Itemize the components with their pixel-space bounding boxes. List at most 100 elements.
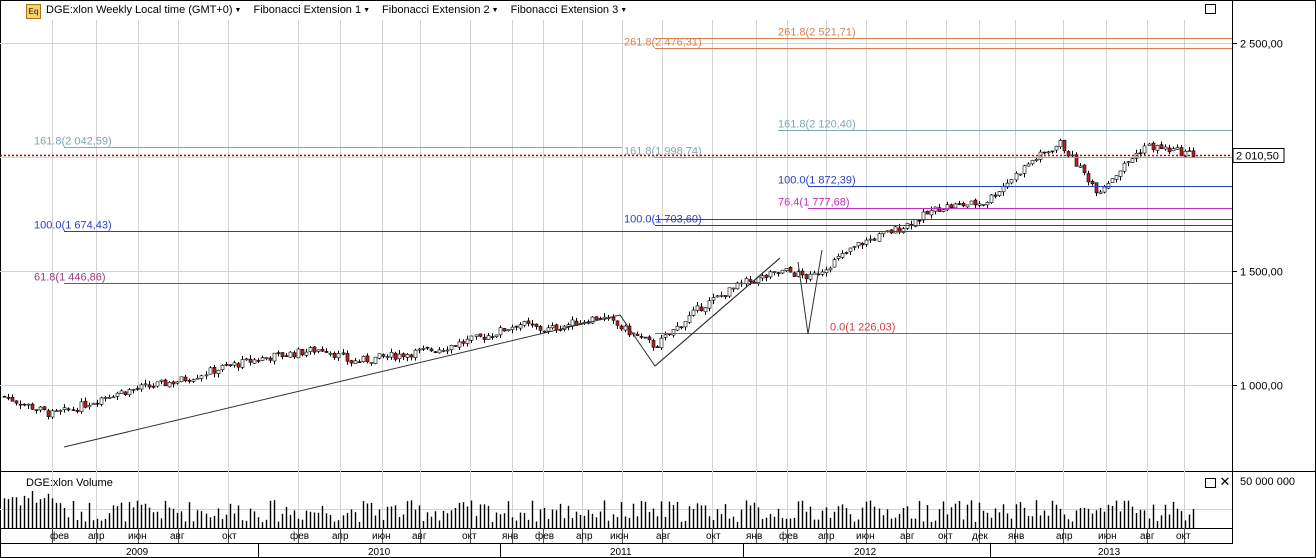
equity-icon[interactable]: Eq [26,4,41,19]
candle-body [683,321,688,328]
candle-body [526,320,531,324]
close-icon[interactable]: ✕ [1219,474,1231,489]
candle-body [768,271,773,278]
month-label: окт [462,531,477,542]
candle-body [635,333,640,336]
candle-body [945,204,950,211]
candle-body [276,352,281,354]
candle-body [917,219,922,222]
candle-body [240,359,245,368]
candle-body [369,362,374,364]
candle-body [611,317,616,321]
candle-body [228,364,233,367]
chevron-down-icon[interactable]: ▼ [491,6,499,14]
candle-body [1142,145,1147,154]
candle-body [752,281,757,284]
candle-body [405,354,410,358]
candle-body [522,321,527,326]
candle-body [260,357,265,361]
candle-body [320,348,325,352]
fib-swing-line-3 [797,249,823,335]
candle-body [1179,147,1184,157]
candle-body [433,351,438,353]
fib-level-label: 61.8(1 446,86) [34,272,106,284]
candle-body [38,406,43,411]
chevron-down-icon[interactable]: ▼ [363,6,371,14]
month-label: июн [1098,531,1117,542]
study-fib-3[interactable]: Fibonacci Extension 3 [510,4,619,16]
candle-body [1058,140,1063,148]
candle-body [856,242,861,247]
candle-body [486,335,491,340]
candle-body [216,369,221,374]
chevron-down-icon[interactable]: ▼ [234,6,242,14]
candle-body [75,409,80,412]
candle-body [506,329,511,332]
candle-body [357,361,362,363]
candle-body [208,367,213,375]
candle-body [780,269,785,274]
month-label: авг [656,531,671,542]
month-label: июн [128,531,147,542]
year-label: 2009 [126,547,149,558]
year-label: 2011 [610,547,632,558]
study-fib-1[interactable]: Fibonacci Extension 1 [253,4,362,16]
candle-body [1082,164,1087,174]
candle-body [50,410,55,418]
candle-body [1042,151,1047,154]
candle-body [377,353,382,359]
candle-body [1151,142,1156,150]
candle-body [147,384,152,388]
candle-body [852,246,857,248]
candle-body [1118,170,1123,177]
candle-body [365,355,370,363]
month-label: янв [746,531,762,542]
candle-body [800,270,805,276]
candle-body [115,392,120,397]
month-label: янв [1008,531,1024,542]
candle-body [449,345,454,350]
maximize-volume-icon[interactable] [1205,478,1216,488]
candle-body [534,323,539,327]
candle-body [502,328,507,332]
candle-body [46,410,51,417]
candle-body [135,388,140,390]
candle-body [236,363,241,368]
candle-body [1163,146,1168,150]
fib-swing-line-1 [63,257,781,448]
candle-body [421,348,426,350]
study-fib-2[interactable]: Fibonacci Extension 2 [382,4,490,16]
chevron-down-icon[interactable]: ▼ [620,6,628,14]
candle-body [1030,160,1035,165]
candle-body [441,350,446,352]
candle-body [474,334,479,337]
candle-body [719,294,724,297]
month-label: фев [779,530,798,542]
candle-body [171,381,176,385]
candle-body [832,259,837,268]
fib-swing-line-2 [654,257,781,367]
candle-body [659,337,664,348]
candle-body [1114,175,1119,180]
candle-body [723,295,728,298]
last-price-box [1232,148,1285,163]
candle-body [744,278,749,285]
month-label: июн [610,531,629,542]
price-tick-label: 1 000,00 [1240,381,1283,393]
year-label: 2013 [1098,547,1121,558]
candle-body [977,203,982,206]
candle-body [969,200,974,205]
candle-body [409,354,414,358]
maximize-icon[interactable] [1205,4,1216,14]
candle-body [83,400,88,408]
candle-body [248,358,253,363]
candle-body [10,396,15,402]
candle-body [623,325,628,331]
candle-body [1167,147,1172,153]
candle-body [30,403,35,410]
candle-body [159,379,164,382]
candle-body [731,287,736,290]
candle-body [643,336,648,339]
month-label: апр [332,531,349,542]
